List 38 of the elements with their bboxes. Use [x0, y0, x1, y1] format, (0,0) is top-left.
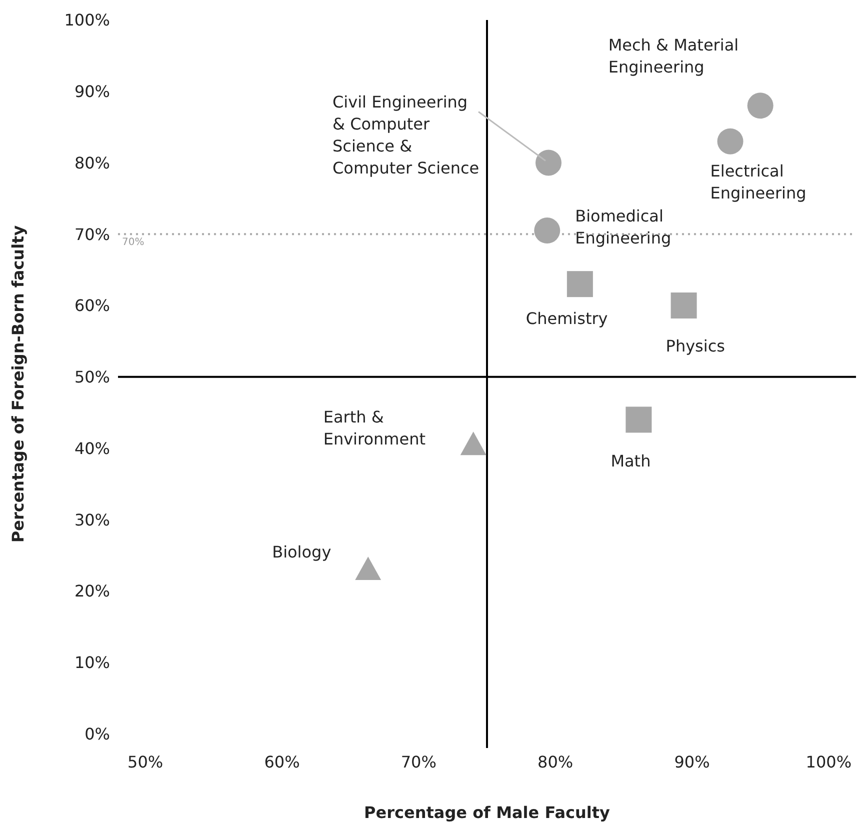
point — [355, 556, 382, 580]
x-tick-label: 100% — [806, 752, 852, 772]
x-tick-label: 90% — [674, 752, 710, 772]
annotation: Electrical Engineering — [710, 161, 806, 202]
x-axis-title: Percentage of Male Faculty — [364, 803, 611, 822]
annotation: Biomedical Engineering — [575, 206, 672, 248]
annotation: Earth & Environment — [323, 408, 426, 449]
annotation: Physics — [666, 336, 725, 356]
x-tick-label: 80% — [538, 752, 574, 772]
point — [536, 150, 562, 176]
point — [534, 218, 560, 244]
point — [717, 128, 744, 154]
point — [670, 292, 697, 318]
y-tick-label: 10% — [74, 653, 110, 672]
ref-line-label: 70% — [122, 237, 144, 248]
point — [566, 271, 593, 298]
y-axis-title: Percentage of Foreign-Born faculty — [8, 224, 28, 543]
x-tick-label: 70% — [400, 752, 436, 772]
x-tick-label: 50% — [128, 752, 164, 772]
y-tick-label: 50% — [74, 368, 110, 387]
y-tick-label: 0% — [84, 724, 110, 744]
y-tick-label: 80% — [74, 153, 110, 172]
annotation: Mech & Material Engineering — [608, 36, 739, 77]
y-tick-label: 70% — [74, 224, 110, 244]
annotation: Chemistry — [526, 309, 608, 328]
annotation: Civil Engineering & Computer Science & Computer Science — [332, 92, 480, 178]
y-tick-label: 60% — [74, 296, 110, 316]
y-tick-label: 20% — [74, 582, 110, 601]
x-tick-label: 60% — [264, 752, 300, 772]
y-tick-label: 100% — [64, 10, 110, 30]
y-tick-label: 40% — [74, 438, 110, 458]
annotation: Math — [610, 452, 651, 471]
y-tick-label: 90% — [74, 82, 110, 102]
point — [460, 432, 486, 456]
annotation: Biology — [272, 542, 332, 562]
y-tick-label: 30% — [74, 510, 110, 530]
point — [747, 92, 774, 119]
point — [626, 406, 652, 433]
